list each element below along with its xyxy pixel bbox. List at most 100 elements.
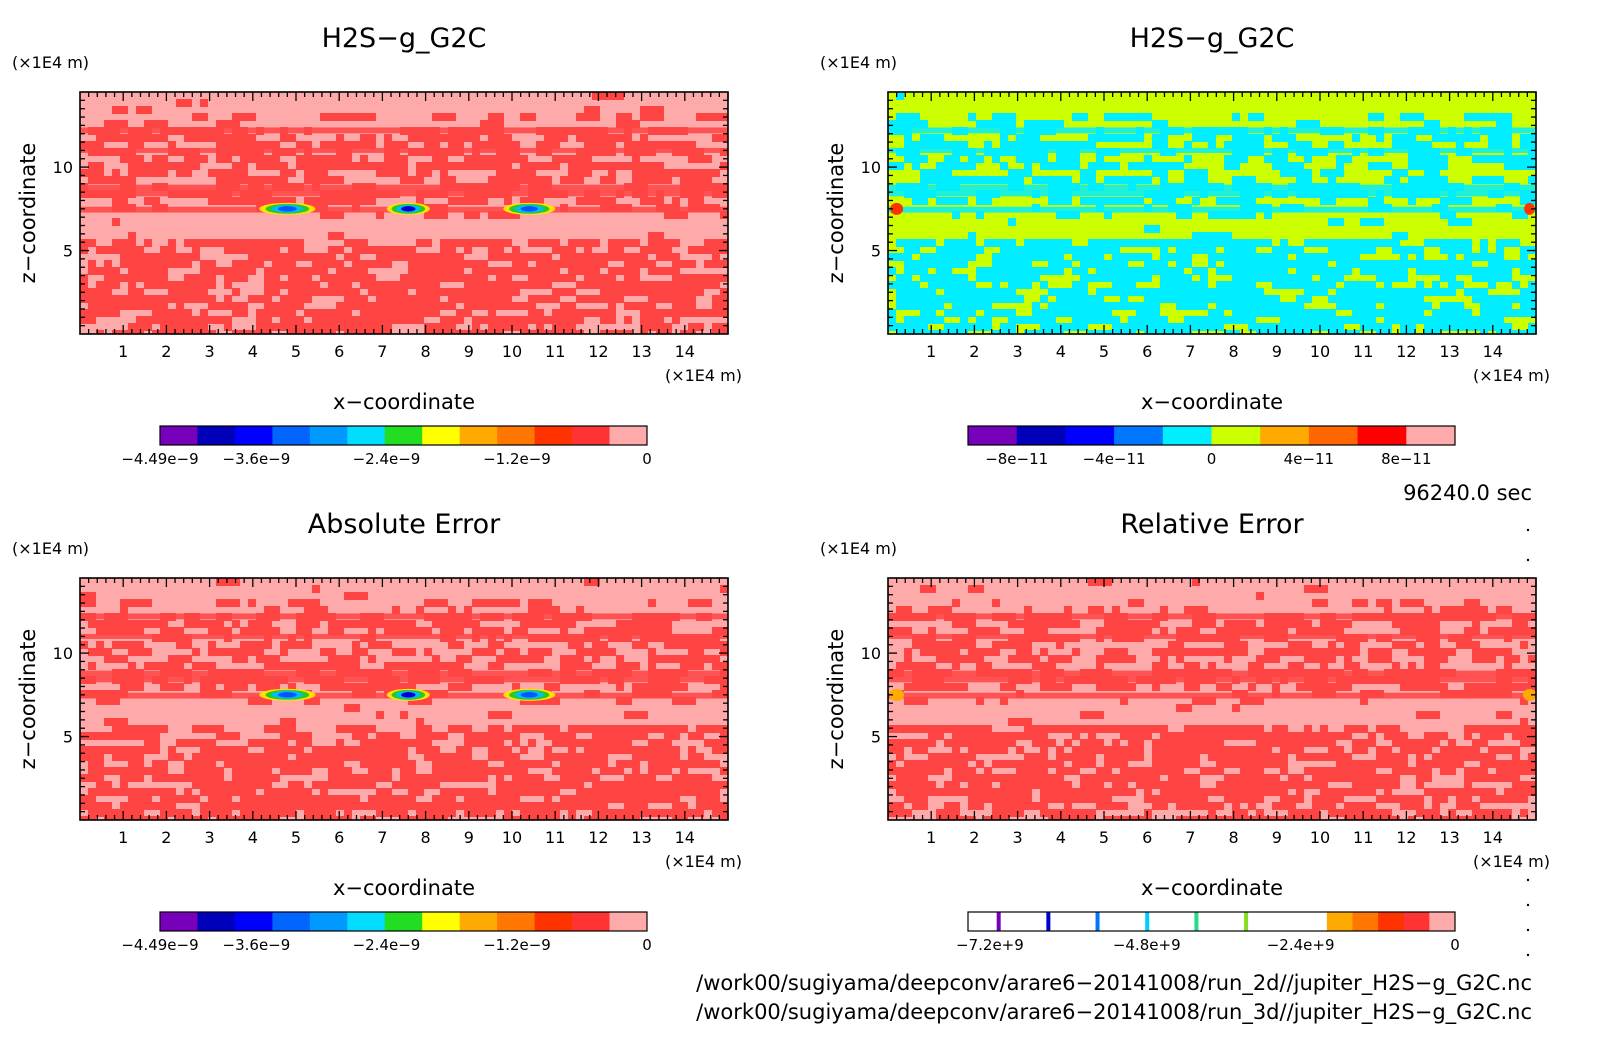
x-tick-label: 5 xyxy=(291,342,301,361)
contour-spot xyxy=(889,688,905,701)
colorbar-swatch xyxy=(572,426,611,445)
colorbar-swatch xyxy=(1019,912,1046,931)
colorbar-swatch xyxy=(1065,426,1115,445)
y-ticks xyxy=(888,99,1536,327)
contour-band xyxy=(80,633,728,639)
x-tick-label: 5 xyxy=(1099,342,1109,361)
x-axis-label: x−coordinate xyxy=(1141,390,1283,414)
x-tick-label: 7 xyxy=(1185,828,1195,847)
y-unit-label: (×1E4 m) xyxy=(12,539,89,558)
colorbar-swatch xyxy=(534,426,573,445)
y-unit-label: (×1E4 m) xyxy=(12,53,89,72)
colorbar-swatch xyxy=(1147,912,1174,931)
colorbar-swatch xyxy=(272,912,311,931)
x-tick-label: 6 xyxy=(1142,342,1152,361)
field-pattern xyxy=(888,92,1536,334)
colorbar: −4.49e−9 −3.6e−9 −2.4e−9 −1.2e−9 0 xyxy=(121,911,652,954)
colorbar-label: 0 xyxy=(642,936,652,954)
contour-spot xyxy=(278,206,297,212)
colorbar-swatch xyxy=(1275,912,1302,931)
colorbar-marker xyxy=(1095,912,1100,931)
contour-band xyxy=(80,613,728,620)
colorbar-swatch xyxy=(1429,912,1456,931)
colorbar-swatch xyxy=(234,426,273,445)
y-axis-label: z−coordinate xyxy=(16,629,40,770)
x-tick-label: 4 xyxy=(248,828,258,847)
colorbar-swatch xyxy=(1308,426,1359,445)
colorbar-label: 0 xyxy=(1207,450,1217,468)
stray-marks xyxy=(1526,528,1530,957)
x-tick-label: 10 xyxy=(1310,342,1330,361)
contour-band xyxy=(888,670,1536,683)
colorbar-swatch xyxy=(384,426,423,445)
x-tick-label: 4 xyxy=(1056,828,1066,847)
x-unit-label: (×1E4 m) xyxy=(665,366,742,385)
colorbar-swatch xyxy=(347,426,386,445)
colorbar-swatch xyxy=(197,912,236,931)
x-tick-label: 11 xyxy=(545,342,565,361)
colorbar-swatch xyxy=(1044,912,1072,931)
plot-frame xyxy=(79,577,729,821)
x-ticks xyxy=(87,92,729,334)
colorbar-swatch xyxy=(1211,426,1261,445)
y-tick-label: 10 xyxy=(861,644,881,663)
colorbar-swatch xyxy=(347,912,386,931)
colorbar-swatch xyxy=(497,426,536,445)
colorbar-label: −4.8e+9 xyxy=(1113,936,1181,954)
x-tick-label: 7 xyxy=(377,828,387,847)
colorbar-swatch xyxy=(384,912,423,931)
panel-title: H2S−g_G2C xyxy=(1130,23,1295,54)
colorbar-label: 0 xyxy=(642,450,652,468)
x-tick-label: 12 xyxy=(588,342,608,361)
x-tick-label: 8 xyxy=(421,828,431,847)
colorbar-frame xyxy=(967,911,1456,932)
colorbar-swatch xyxy=(1260,426,1310,445)
colorbar-swatch xyxy=(1378,912,1405,931)
colorbar-swatch xyxy=(309,426,348,445)
x-tick-label: 3 xyxy=(205,342,215,361)
colorbar-swatch xyxy=(497,912,536,931)
contour-band xyxy=(80,127,728,134)
panel-2: H2S−g_G2C(×1E4 m)(×1E4 m)1 2 3 4 5 6 7 8 9 10 11 12… xyxy=(820,23,1550,468)
x-tick-label: 13 xyxy=(631,342,651,361)
x-tick-label: 6 xyxy=(1142,828,1152,847)
contour-band xyxy=(80,184,728,197)
contour-field xyxy=(80,92,728,334)
contour-band xyxy=(888,206,1536,213)
x-tick-label: 2 xyxy=(969,828,979,847)
colorbar-swatch xyxy=(1352,912,1379,931)
colorbar-swatch xyxy=(1301,912,1328,931)
colorbar-swatch xyxy=(609,912,648,931)
y-tick-label: 5 xyxy=(63,728,73,747)
colorbar-label: −2.4e+9 xyxy=(1267,936,1335,954)
colorbar-swatch xyxy=(234,912,273,931)
colorbar-swatch xyxy=(1249,912,1277,931)
colorbar-swatch xyxy=(1121,912,1148,931)
x-tick-label: 10 xyxy=(502,828,522,847)
x-unit-label: (×1E4 m) xyxy=(1473,852,1550,871)
contour-field xyxy=(80,578,728,820)
colorbar-swatch xyxy=(1357,426,1407,445)
x-unit-label: (×1E4 m) xyxy=(1473,366,1550,385)
x-tick-label: 10 xyxy=(502,342,522,361)
plot-frame xyxy=(887,91,1537,335)
colorbar-label: −4.49e−9 xyxy=(121,936,198,954)
colorbar-swatch xyxy=(272,426,311,445)
x-tick-label: 1 xyxy=(118,828,128,847)
contour-spot xyxy=(1523,688,1536,701)
x-tick-label: 12 xyxy=(588,828,608,847)
colorbar-label: −1.2e−9 xyxy=(483,450,551,468)
x-axis-label: x−coordinate xyxy=(333,390,475,414)
x-tick-label: 3 xyxy=(1013,342,1023,361)
colorbar-swatch xyxy=(422,426,461,445)
x-tick-label: 10 xyxy=(1310,828,1330,847)
y-ticks xyxy=(888,585,1536,813)
y-tick-label: 5 xyxy=(871,242,881,261)
colorbar-swatch xyxy=(197,426,236,445)
contour-band xyxy=(80,670,728,683)
colorbar-label: −7.2e+9 xyxy=(956,936,1024,954)
x-axis-label: x−coordinate xyxy=(1141,876,1283,900)
x-ticks xyxy=(895,578,1537,820)
x-tick-label: 1 xyxy=(926,828,936,847)
